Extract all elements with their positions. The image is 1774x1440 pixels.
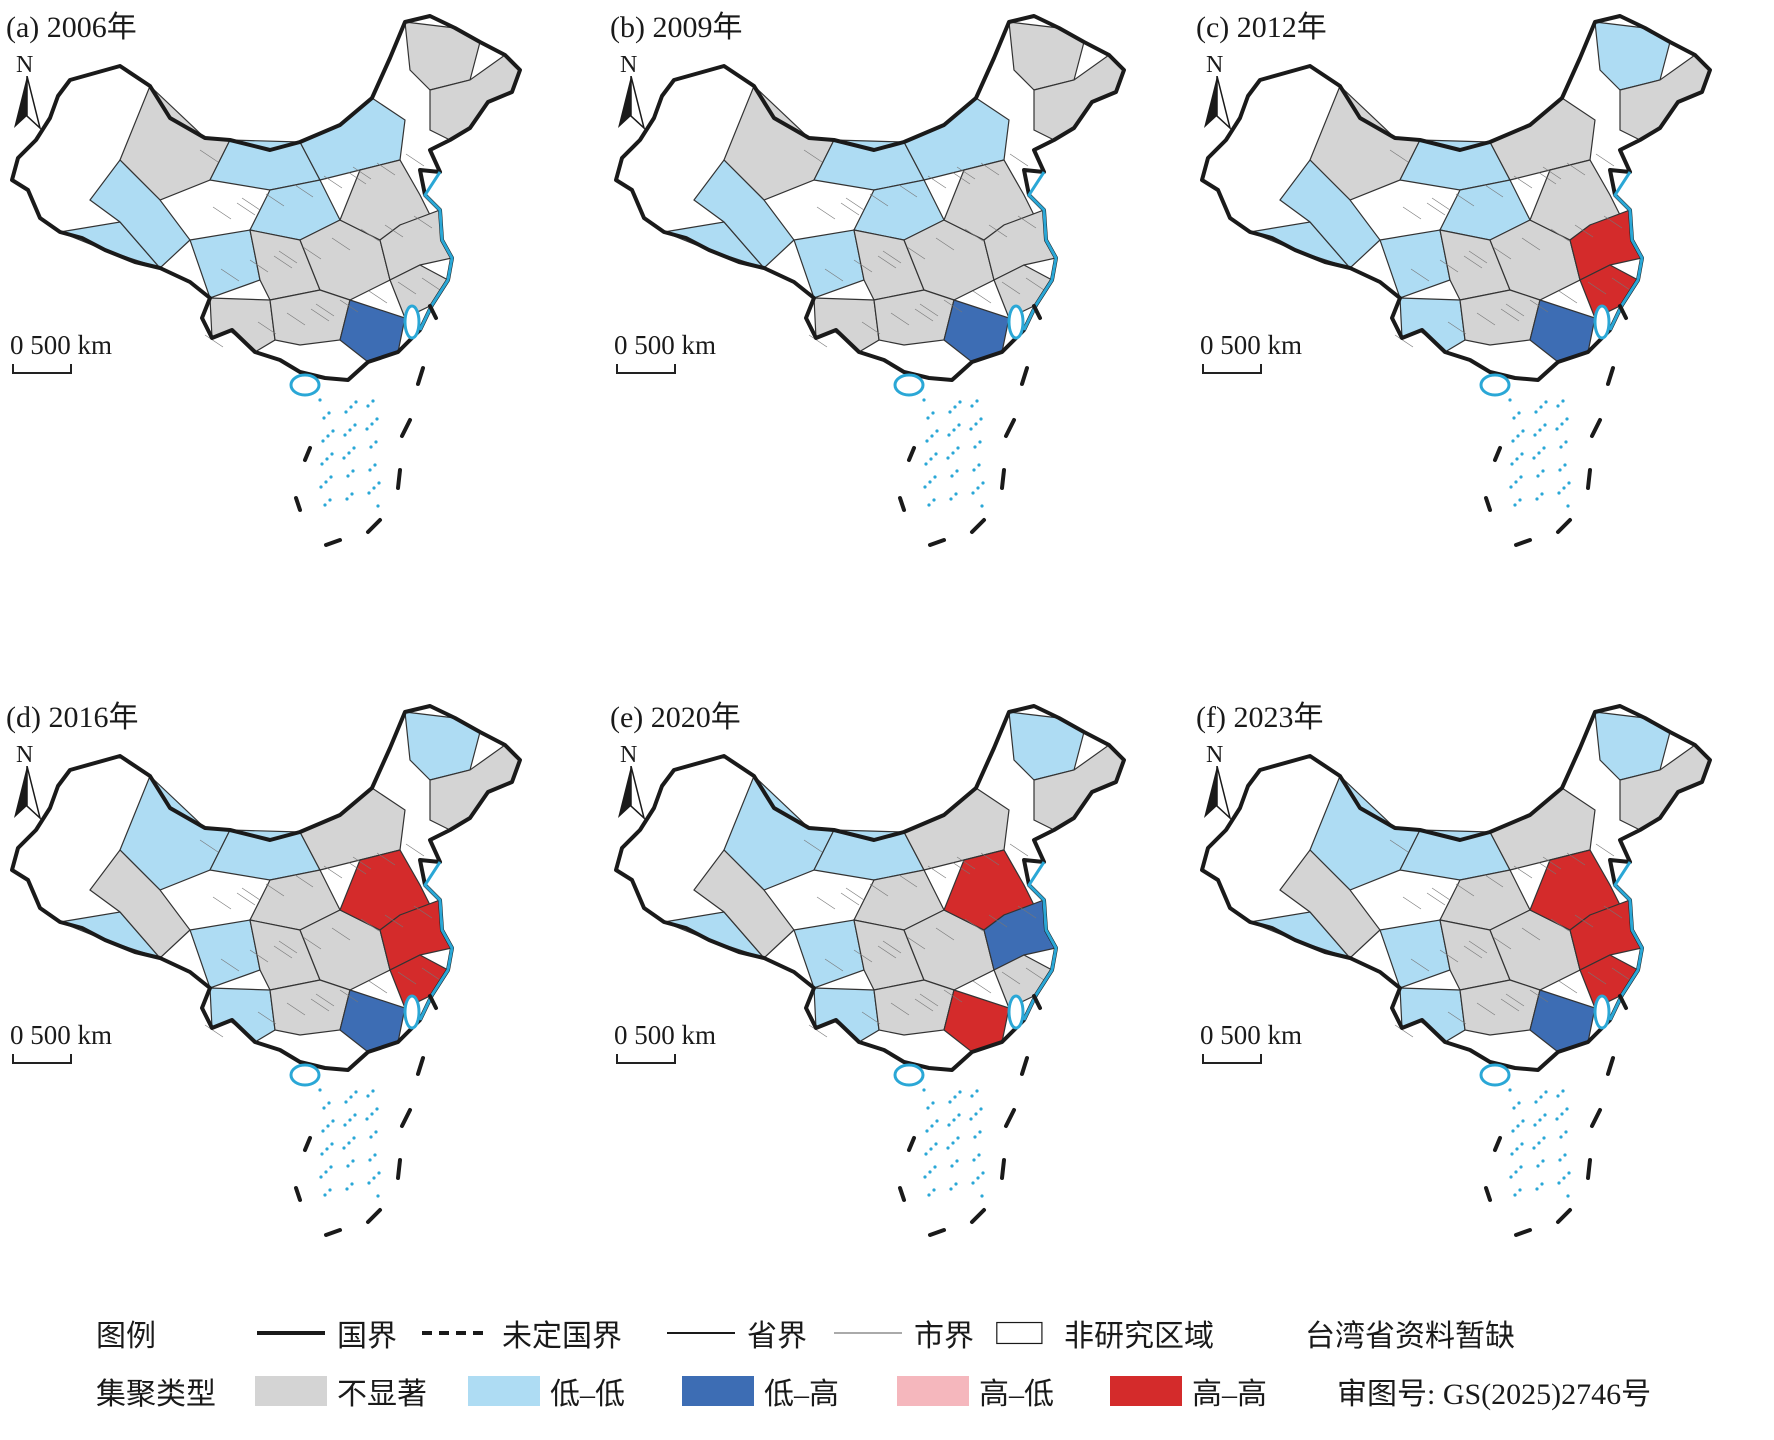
taiwan-island <box>1007 994 1025 1030</box>
map-panel-2: (b) 2009年 N 0 500 km <box>604 0 1194 640</box>
province-region <box>873 289 955 346</box>
swatch-high-high <box>1110 1376 1182 1406</box>
swatch-high-low <box>897 1376 969 1406</box>
legend-item-national-border: 国界 <box>255 1308 397 1358</box>
scale-bar: 0 500 km <box>614 1020 764 1064</box>
north-arrow-icon: N <box>10 742 44 822</box>
province-region <box>209 297 276 353</box>
province-region <box>1399 297 1466 353</box>
map-panel-6: (f) 2023年 N 0 500 km <box>1190 690 1774 1330</box>
legend-cluster-low-high: 低–高 <box>682 1366 839 1416</box>
thin-line-icon <box>834 1332 902 1334</box>
white-box-icon <box>996 1321 1043 1345</box>
swatch-not-significant <box>255 1376 327 1406</box>
legend-item-undetermined-border: 未定国界 <box>420 1308 622 1358</box>
legend-cluster-high-high: 高–高 <box>1110 1366 1267 1416</box>
taiwan-island <box>1593 994 1611 1030</box>
province-region <box>813 987 880 1043</box>
dashed-line-icon <box>422 1331 490 1335</box>
north-arrow-icon: N <box>10 52 44 132</box>
panel-title: (e) 2020年 <box>610 701 741 734</box>
legend-item-non-study-area: 非研究区域 <box>996 1308 1214 1358</box>
province-region <box>269 979 351 1036</box>
province-region <box>873 979 955 1036</box>
legend-map-approval: 审图号: GS(2025)2746号 <box>1337 1378 1652 1411</box>
hainan-island <box>893 1063 925 1087</box>
province-region <box>269 289 351 346</box>
hainan-island <box>893 373 925 397</box>
scale-bar: 0 500 km <box>1200 1020 1350 1064</box>
north-arrow-icon: N <box>1200 52 1234 132</box>
legend-title: 图例 <box>96 1320 156 1353</box>
taiwan-island <box>1007 304 1025 340</box>
hainan-island <box>289 1063 321 1087</box>
province-region <box>1459 979 1541 1036</box>
legend-cluster-low-low: 低–低 <box>468 1366 625 1416</box>
map-panel-5: (e) 2020年 N 0 500 km <box>604 690 1194 1330</box>
swatch-low-low <box>468 1376 540 1406</box>
north-arrow-icon: N <box>1200 742 1234 822</box>
panel-title: (d) 2016年 <box>6 701 139 734</box>
solid-thick-line-icon <box>257 1331 325 1335</box>
map-panel-1: (a) 2006年 N 0 500 km <box>0 0 590 640</box>
north-arrow-icon: N <box>614 52 648 132</box>
scale-bar: 0 500 km <box>614 330 764 374</box>
legend-cluster-title: 集聚类型 <box>96 1378 216 1411</box>
legend-note: 台湾省资料暂缺 <box>1305 1320 1515 1353</box>
china-map <box>1200 14 1712 547</box>
province-region <box>1459 289 1541 346</box>
map-panel-4: (d) 2016年 N 0 500 km <box>0 690 590 1330</box>
swatch-low-high <box>682 1376 754 1406</box>
map-panel-3: (c) 2012年 N 0 500 km <box>1190 0 1774 640</box>
province-region <box>1399 987 1466 1043</box>
china-map <box>10 14 522 547</box>
china-map <box>614 704 1126 1237</box>
hainan-island <box>1479 373 1511 397</box>
legend-item-city-border: 市界 <box>832 1308 974 1358</box>
taiwan-island <box>403 994 421 1030</box>
scale-bar: 0 500 km <box>10 330 160 374</box>
panel-title: (a) 2006年 <box>6 11 137 44</box>
taiwan-island <box>1593 304 1611 340</box>
legend-cluster-not-significant: 不显著 <box>255 1366 427 1416</box>
panel-title: (f) 2023年 <box>1196 701 1324 734</box>
hainan-island <box>289 373 321 397</box>
legend-row-boundaries: 图例 国界 未定国界 省界 市界 非研究区域 台湾省资料暂缺 <box>0 1308 1774 1358</box>
legend-row-clusters: 集聚类型 不显著 低–低 低–高 高–低 高–高 审图号: GS(2025)27… <box>0 1366 1774 1416</box>
legend-cluster-high-low: 高–低 <box>897 1366 1054 1416</box>
province-region <box>813 297 880 353</box>
province-region <box>209 987 276 1043</box>
taiwan-island <box>403 304 421 340</box>
north-arrow-icon: N <box>614 742 648 822</box>
legend-item-province-border: 省界 <box>665 1308 807 1358</box>
scale-bar: 0 500 km <box>1200 330 1350 374</box>
china-map <box>10 704 522 1237</box>
hainan-island <box>1479 1063 1511 1087</box>
china-map <box>614 14 1126 547</box>
panel-title: (b) 2009年 <box>610 11 743 44</box>
legend: 图例 国界 未定国界 省界 市界 非研究区域 台湾省资料暂缺 集聚类型 不显著 … <box>0 1300 1774 1440</box>
china-map <box>1200 704 1712 1237</box>
solid-line-icon <box>667 1332 735 1334</box>
panel-title: (c) 2012年 <box>1196 11 1327 44</box>
scale-bar: 0 500 km <box>10 1020 160 1064</box>
